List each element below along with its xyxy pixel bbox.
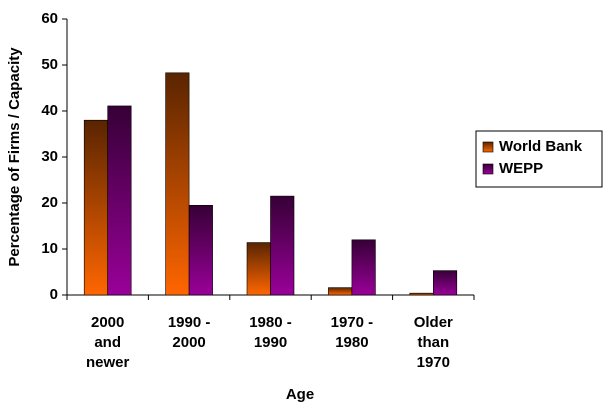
bar [107,105,132,296]
y-tick-label: 40 [41,102,58,119]
y-tick-label: 10 [41,240,58,257]
legend-swatch [482,163,494,175]
x-tick-label: 2000 and newer [86,314,130,371]
y-axis-title: Percentage of Firms / Capacity [6,47,23,267]
x-tick-label: 1980 - 1990 [249,314,292,351]
y-tick-label: 30 [41,148,58,165]
x-axis-title: Age [286,386,314,403]
legend-box [475,130,603,188]
y-tick-label: 0 [50,286,58,303]
x-tick-label: Older than 1970 [413,314,453,371]
x-tick-label: 1970 - 1980 [330,314,374,351]
x-tick-label: 1990 - 2000 [167,314,211,351]
bar [246,242,271,296]
y-tick-label: 60 [41,10,58,27]
legend-label: WEPP [499,160,543,177]
bar [432,270,458,296]
y-tick-label: 50 [41,56,58,73]
y-tick-label: 20 [41,194,58,211]
bar [328,287,353,296]
legend-swatch [482,141,494,153]
bar [270,195,295,296]
bar [409,292,434,296]
bar [351,239,376,296]
bar [188,205,213,296]
bar [165,72,190,296]
legend-label: World Bank [499,138,583,155]
bar [83,119,108,296]
